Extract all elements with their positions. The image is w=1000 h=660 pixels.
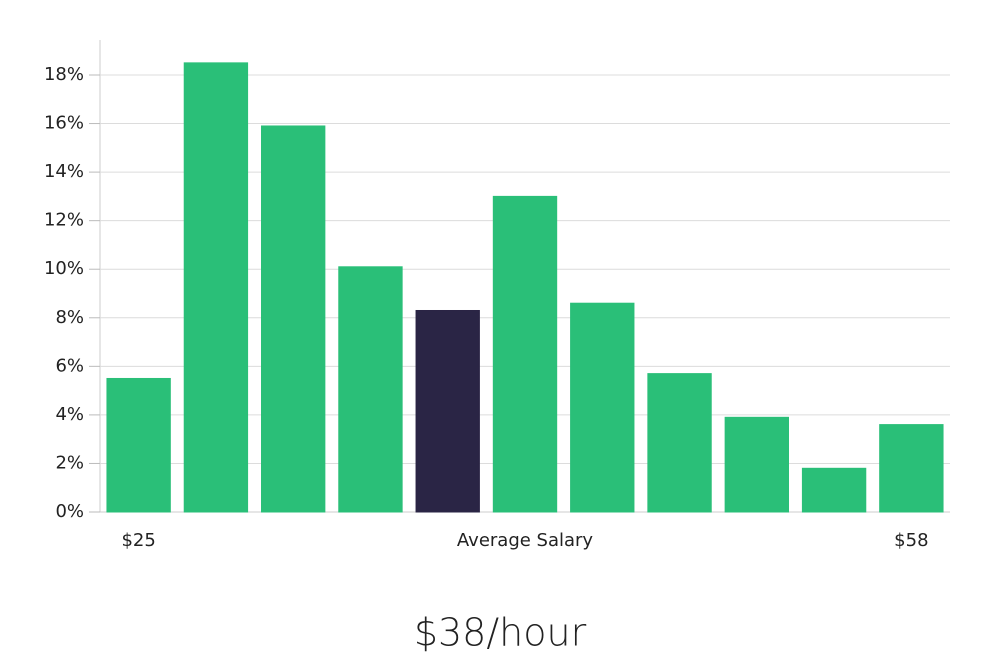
y-tick-label: 4% [55, 404, 84, 425]
y-tick-label: 16% [44, 113, 84, 134]
y-tick-label: 18% [44, 64, 84, 85]
bar [879, 424, 944, 513]
bar [801, 467, 867, 513]
y-tick-label: 8% [55, 307, 84, 328]
bar [570, 302, 635, 513]
x-tick-label: $58 [894, 530, 928, 551]
bar [183, 62, 249, 513]
y-tick-label: 6% [55, 355, 84, 376]
bar [724, 416, 789, 513]
x-axis-label: Average Salary [457, 530, 594, 551]
y-tick-label: 2% [55, 452, 84, 473]
bar [338, 266, 403, 513]
bar [492, 195, 558, 513]
x-tick-label: $25 [121, 530, 155, 551]
y-tick-label: 0% [55, 501, 84, 522]
y-tick-label: 10% [44, 258, 84, 279]
bar [647, 373, 712, 513]
y-tick-label: 14% [44, 161, 84, 182]
headline: $38/hour [414, 611, 587, 655]
bar [415, 309, 480, 513]
y-tick-label: 12% [44, 210, 84, 231]
bar [106, 377, 171, 513]
bar [261, 125, 326, 513]
